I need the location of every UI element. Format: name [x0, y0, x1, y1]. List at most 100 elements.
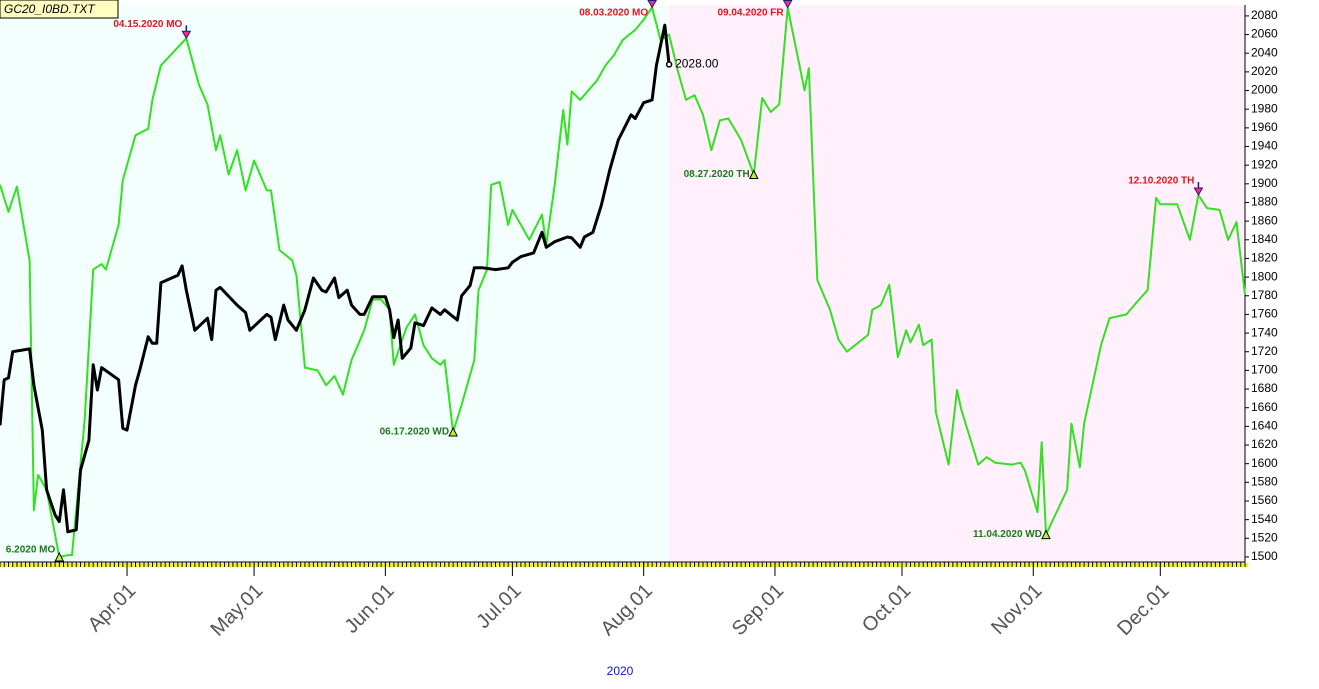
minor-tick-band	[1228, 563, 1232, 567]
peak-arrow	[782, 0, 793, 9]
y-tick-label: 1880	[1251, 195, 1278, 209]
minor-tick-band	[275, 563, 279, 567]
minor-tick-band	[1143, 563, 1147, 567]
minor-tick-band	[575, 563, 580, 567]
minor-tick-band	[1075, 563, 1079, 567]
minor-tick-band	[177, 563, 182, 567]
y-tick-label: 1660	[1251, 400, 1278, 414]
y-tick-label: 1580	[1251, 475, 1278, 489]
minor-tick-band	[1113, 563, 1117, 567]
minor-tick-band	[927, 563, 931, 567]
minor-tick-band	[1168, 563, 1173, 567]
minor-tick-band	[465, 563, 470, 567]
minor-tick-band	[838, 563, 842, 567]
minor-tick-band	[542, 563, 546, 567]
minor-tick-band	[660, 563, 664, 567]
minor-tick-band	[491, 563, 495, 567]
annotation-label: 04.15.2020 MO	[113, 19, 182, 30]
minor-tick-band	[707, 563, 711, 567]
minor-tick-band	[520, 563, 525, 567]
minor-tick-band	[245, 563, 249, 567]
minor-tick-band	[427, 563, 431, 567]
minor-tick-band	[758, 563, 762, 567]
minor-tick-band	[398, 563, 402, 567]
minor-tick-band	[1245, 563, 1249, 567]
minor-tick-band	[376, 563, 381, 567]
minor-tick-band	[148, 563, 152, 567]
y-tick-label: 2020	[1251, 64, 1278, 78]
minor-tick-band	[1054, 563, 1058, 567]
minor-tick-band	[241, 563, 245, 567]
minor-tick-band	[537, 563, 542, 567]
minor-tick-band	[190, 563, 194, 567]
minor-tick-band	[457, 563, 461, 567]
minor-tick-band	[46, 563, 50, 567]
minor-tick-band	[1020, 563, 1024, 567]
y-tick-label: 2060	[1251, 27, 1278, 41]
minor-tick-band	[50, 563, 55, 567]
annotation-label: 11.04.2020 WD	[973, 529, 1042, 540]
minor-tick-band	[38, 563, 42, 567]
minor-tick-band	[215, 563, 220, 567]
minor-tick-band	[139, 563, 143, 567]
minor-tick-band	[368, 563, 372, 567]
minor-tick-band	[1194, 563, 1198, 567]
minor-tick-band	[766, 563, 770, 567]
minor-tick-band	[969, 563, 973, 567]
minor-tick-band	[957, 563, 961, 567]
x-tick-label: Nov.01	[987, 580, 1046, 639]
peak-arrow	[647, 0, 658, 9]
minor-tick-band	[753, 563, 758, 567]
minor-tick-band	[1084, 563, 1088, 567]
minor-tick-band	[67, 563, 71, 567]
minor-tick-band	[825, 563, 829, 567]
y-tick-label: 1840	[1251, 232, 1278, 246]
year-label: 2020	[607, 664, 634, 678]
minor-tick-band	[160, 563, 165, 567]
minor-tick-band	[486, 563, 491, 567]
minor-tick-band	[88, 563, 93, 567]
minor-tick-band	[918, 563, 923, 567]
minor-tick-band	[415, 563, 419, 567]
annotation-label: 09.04.2020 FR	[717, 8, 784, 19]
minor-tick-band	[554, 563, 558, 567]
minor-tick-band	[639, 563, 643, 567]
minor-tick-band	[715, 563, 719, 567]
minor-tick-band	[1240, 563, 1244, 567]
shaded-region	[669, 5, 1245, 562]
minor-tick-band	[842, 563, 846, 567]
y-tick-label: 1860	[1251, 213, 1278, 227]
minor-tick-band	[1215, 563, 1219, 567]
minor-tick-band	[567, 563, 571, 567]
minor-tick-band	[194, 563, 199, 567]
series-line	[0, 23, 671, 534]
minor-tick-band	[1185, 563, 1189, 567]
y-tick-label: 1520	[1251, 530, 1278, 544]
minor-tick-band	[901, 563, 906, 567]
y-tick-label: 2040	[1251, 45, 1278, 59]
minor-tick-band	[59, 563, 63, 567]
minor-tick-band	[461, 563, 465, 567]
minor-tick-band	[296, 563, 300, 567]
minor-tick-band	[279, 563, 283, 567]
y-tick-label: 1620	[1251, 437, 1278, 451]
minor-tick-band	[647, 563, 652, 567]
y-tick-label: 1900	[1251, 176, 1278, 190]
minor-tick-band	[0, 563, 4, 567]
x-tick-label: Oct.01	[858, 580, 915, 637]
minor-tick-band	[728, 563, 732, 567]
minor-tick-band	[334, 563, 338, 567]
minor-tick-band	[995, 563, 999, 567]
minor-tick-band	[1050, 563, 1054, 567]
minor-tick-band	[254, 563, 258, 567]
minor-tick-band	[774, 563, 779, 567]
minor-tick-band	[448, 563, 453, 567]
minor-tick-band	[978, 563, 982, 567]
minor-tick-band	[42, 563, 46, 567]
minor-tick-band	[698, 563, 702, 567]
y-tick-label: 1760	[1251, 307, 1278, 321]
minor-tick-band	[817, 563, 821, 567]
minor-tick-band	[237, 563, 241, 567]
minor-tick-band	[71, 563, 76, 567]
y-tick-label: 1780	[1251, 288, 1278, 302]
